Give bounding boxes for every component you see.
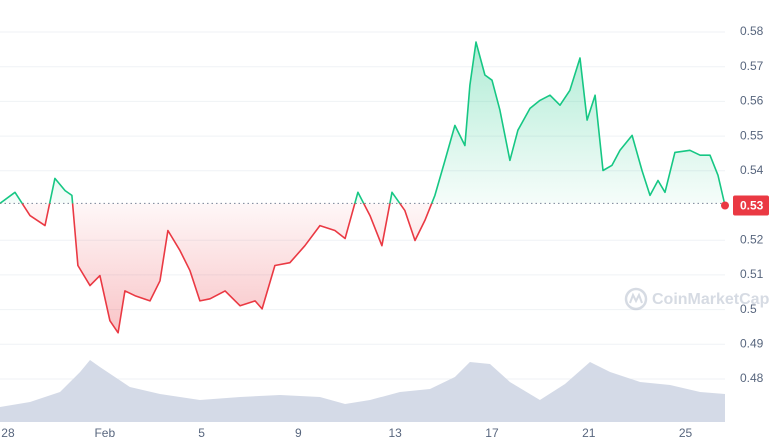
price-label: 0.53 <box>740 199 764 213</box>
last-point <box>721 201 729 210</box>
x-tick-label: 17 <box>485 426 499 440</box>
x-tick-label: 28 <box>1 426 15 440</box>
y-tick-label: 0.48 <box>740 371 764 385</box>
y-tick-label: 0.57 <box>740 59 764 73</box>
y-tick-label: 0.51 <box>740 267 764 281</box>
y-tick-label: 0.55 <box>740 128 764 142</box>
y-tick-label: 0.56 <box>740 94 764 108</box>
price-line <box>0 41 726 334</box>
x-tick-label: 13 <box>388 426 402 440</box>
x-tick-label: 21 <box>582 426 596 440</box>
price-badge <box>733 195 769 216</box>
y-tick-label: 0.52 <box>740 232 764 246</box>
x-tick-label: 9 <box>295 426 302 440</box>
x-tick-label: 5 <box>198 426 205 440</box>
y-tick-label: 0.5 <box>740 302 757 316</box>
y-tick-label: 0.49 <box>740 336 764 350</box>
watermark-text: CoinMarketCap <box>652 291 770 308</box>
volume-area <box>0 360 725 422</box>
y-tick-label: 0.58 <box>740 24 764 38</box>
y-tick-label: 0.54 <box>740 163 764 177</box>
x-tick-label: Feb <box>94 426 115 440</box>
x-tick-label: 25 <box>679 426 693 440</box>
price-area <box>0 42 725 333</box>
watermark: CoinMarketCap <box>624 287 770 311</box>
